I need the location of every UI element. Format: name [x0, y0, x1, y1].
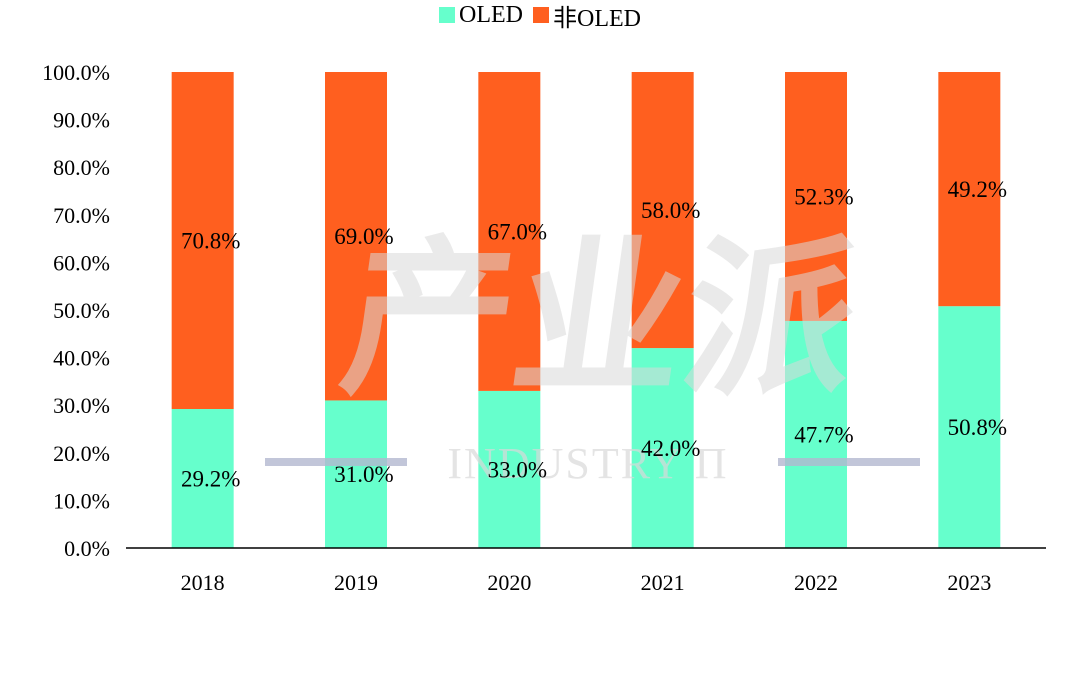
x-tick-label-2023: 2023	[947, 570, 991, 595]
y-tick-label-8: 80.0%	[53, 155, 110, 180]
legend-label-oled: OLED	[459, 1, 523, 28]
legend-swatch-non-oled	[533, 7, 549, 23]
y-tick-label-7: 70.0%	[53, 203, 110, 228]
data-label-oled-2018: 29.2%	[181, 467, 240, 492]
x-tick-label-2019: 2019	[334, 570, 378, 595]
x-tick-label-2018: 2018	[181, 570, 225, 595]
watermark-bar-right	[778, 458, 920, 466]
bar-oled-2020	[478, 390, 541, 548]
watermark-bar-left	[265, 458, 407, 466]
data-label-non-oled-2022: 52.3%	[794, 184, 853, 209]
data-label-oled-2021: 42.0%	[641, 436, 700, 461]
bar-non-oled-2019	[325, 72, 387, 401]
data-label-non-oled-2019: 69.0%	[334, 224, 393, 249]
data-label-non-oled-2023: 49.2%	[948, 177, 1007, 202]
data-label-non-oled-2018: 70.8%	[181, 229, 240, 254]
bar-oled-2021	[631, 348, 694, 548]
bar-oled-2022	[785, 320, 847, 548]
bar-non-oled-2023	[938, 72, 1001, 307]
bar-non-oled-2020	[478, 72, 541, 391]
bar-oled-2018	[171, 409, 234, 548]
y-tick-label-9: 90.0%	[53, 108, 110, 133]
legend-label-non-oled: 非OLED	[553, 5, 641, 32]
y-tick-label-3: 30.0%	[53, 393, 110, 418]
legend-item-oled: OLED	[439, 2, 523, 29]
legend-swatch-oled	[439, 7, 456, 23]
data-label-non-oled-2020: 67.0%	[488, 219, 547, 244]
y-tick-label-5: 50.0%	[53, 298, 110, 323]
data-label-non-oled-2021: 58.0%	[641, 198, 700, 223]
data-label-oled-2019: 31.0%	[334, 462, 393, 487]
bar-non-oled-2018	[171, 72, 234, 410]
y-tick-label-1: 10.0%	[53, 488, 110, 513]
bar-non-oled-2021	[631, 72, 694, 349]
bar-oled-2023	[938, 306, 1001, 548]
bars-layer	[171, 72, 1001, 548]
y-tick-label-6: 60.0%	[53, 250, 110, 275]
axes-layer: 2018 2019 2020 2021 2022 2023 0.0% 10.0% 20.0% 30…	[42, 60, 1046, 595]
watermark-main: 产业派	[331, 221, 869, 419]
y-tick-label-0: 0.0%	[64, 536, 110, 561]
y-tick-label-2: 20.0%	[53, 441, 110, 466]
data-label-oled-2023: 50.8%	[948, 415, 1007, 440]
x-tick-label-2021: 2021	[641, 570, 685, 595]
data-label-oled-2022: 47.7%	[794, 422, 853, 447]
x-tick-label-2020: 2020	[487, 570, 531, 595]
data-label-oled-2020: 33.0%	[488, 457, 547, 482]
y-tick-label-4: 40.0%	[53, 346, 110, 371]
legend: OLED 非OLED	[0, 0, 1080, 33]
bar-oled-2019	[325, 400, 387, 548]
x-tick-label-2022: 2022	[794, 570, 838, 595]
y-tick-label-10: 100.0%	[42, 60, 110, 85]
legend-item-non-oled: 非OLED	[533, 0, 641, 33]
watermark-sub: INDUSTRY Π	[447, 439, 728, 488]
watermark: 产业派 INDUSTRY Π	[265, 221, 920, 488]
data-labels-layer: 29.2% 70.8% 31.0% 69.0% 33.0% 67.0% 42.0% 58.0%…	[181, 177, 1007, 491]
bar-non-oled-2022	[785, 72, 847, 321]
